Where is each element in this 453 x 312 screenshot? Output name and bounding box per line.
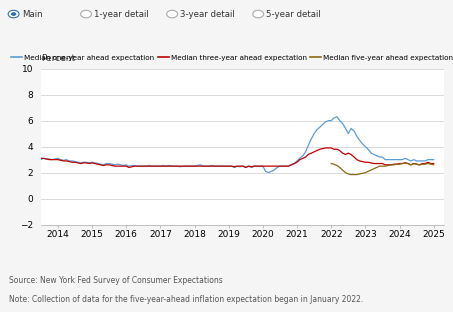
- Text: Main: Main: [22, 10, 43, 18]
- Text: Note: Collection of data for the five-year-ahead inflation expectation began in : Note: Collection of data for the five-ye…: [9, 295, 363, 304]
- Text: 3-year detail: 3-year detail: [180, 10, 235, 18]
- Text: Percent: Percent: [41, 54, 75, 63]
- Text: 5-year detail: 5-year detail: [266, 10, 321, 18]
- Text: Source: New York Fed Survey of Consumer Expectations: Source: New York Fed Survey of Consumer …: [9, 276, 223, 285]
- Legend: Median one-year ahead expectation, Median three-year ahead expectation, Median f: Median one-year ahead expectation, Media…: [8, 52, 453, 64]
- Text: 1-year detail: 1-year detail: [94, 10, 149, 18]
